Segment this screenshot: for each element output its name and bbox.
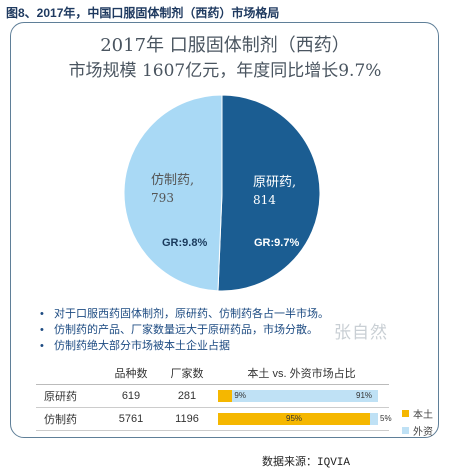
- pie-slice-label: 原研药,: [253, 175, 296, 190]
- market-table: 品种数 厂家数 本土 vs. 外资市场占比 原研药 619 281 9% 91%…: [36, 362, 392, 431]
- headline-line2: 市场规模 1607亿元，年度同比增长9.7%: [68, 61, 382, 81]
- bullet-item: 仿制药绝大部分市场被本土企业占据: [40, 338, 420, 354]
- pie-slice: [217, 94, 321, 292]
- bar-label-local: 95%: [286, 414, 303, 423]
- legend-label-local: 本土: [413, 410, 433, 421]
- bar-segment-foreign: [232, 390, 378, 402]
- pie-growth-label: GR:9.7%: [254, 237, 299, 249]
- table-header: 品种数: [102, 362, 160, 385]
- pie-growth-label: GR:9.8%: [162, 237, 207, 249]
- row-varieties: 5761: [102, 407, 160, 431]
- legend-item-local: 本土: [402, 405, 433, 422]
- bar-label-foreign: 91%: [356, 391, 373, 400]
- table-row: 仿制药 5761 1196 95% 5%: [36, 407, 392, 431]
- bullet-list: 对于口服西药固体制剂，原研药、仿制药各占一半市场。 仿制药的产品、厂家数量远大于…: [40, 306, 420, 354]
- bar-label-foreign: 5%: [380, 414, 392, 423]
- bar-segment-local: [218, 390, 233, 402]
- source-value: IQVIA: [317, 457, 351, 469]
- bar-legend: 本土 外资: [402, 405, 433, 439]
- table-header: [36, 362, 102, 385]
- source-label: 数据来源：: [262, 456, 317, 468]
- headline-line1: 2017年 口服固体制剂（西药）: [100, 35, 350, 56]
- pie-chart: 原研药, 814 GR:9.7% 仿制药, 793 GR:9.8%: [123, 94, 321, 292]
- table-header: 本土 vs. 外资市场占比: [214, 362, 389, 385]
- bar-label-local: 9%: [234, 391, 246, 400]
- bar-segment-foreign: [370, 413, 378, 425]
- row-makers: 1196: [160, 407, 214, 431]
- figure-title: 图8、2017年，中国口服固体制剂（西药）市场格局: [6, 6, 280, 20]
- legend-label-foreign: 外资: [413, 427, 433, 438]
- pie-slice: [123, 94, 223, 292]
- share-bar-cell: 9% 91%: [214, 384, 389, 408]
- row-varieties: 619: [102, 384, 160, 408]
- pie-slice-label: 仿制药,: [151, 173, 194, 188]
- table-header-row: 品种数 厂家数 本土 vs. 外资市场占比: [36, 362, 389, 385]
- pie-slice-value: 793: [151, 191, 174, 205]
- row-name: 原研药: [36, 384, 102, 408]
- table-header: 厂家数: [160, 362, 214, 385]
- legend-item-foreign: 外资: [402, 422, 433, 439]
- bullet-item: 对于口服西药固体制剂，原研药、仿制药各占一半市场。: [40, 306, 420, 322]
- share-bar: 9% 91%: [218, 390, 378, 402]
- bullet-item: 仿制药的产品、厂家数量远大于原研药品，市场分散。: [40, 322, 420, 338]
- pie-slice-value: 814: [253, 193, 276, 207]
- share-bar: 95% 5%: [218, 413, 392, 425]
- bar-segment-local: [218, 413, 370, 425]
- row-makers: 281: [160, 384, 214, 408]
- legend-swatch-foreign: [402, 427, 409, 434]
- row-name: 仿制药: [36, 407, 102, 431]
- table-row: 原研药 619 281 9% 91%: [36, 384, 389, 408]
- legend-swatch-local: [402, 410, 409, 417]
- watermark: 张自然: [334, 323, 388, 342]
- data-source: 数据来源：IQVIA: [262, 453, 350, 469]
- share-bar-cell: 95% 5%: [214, 407, 392, 431]
